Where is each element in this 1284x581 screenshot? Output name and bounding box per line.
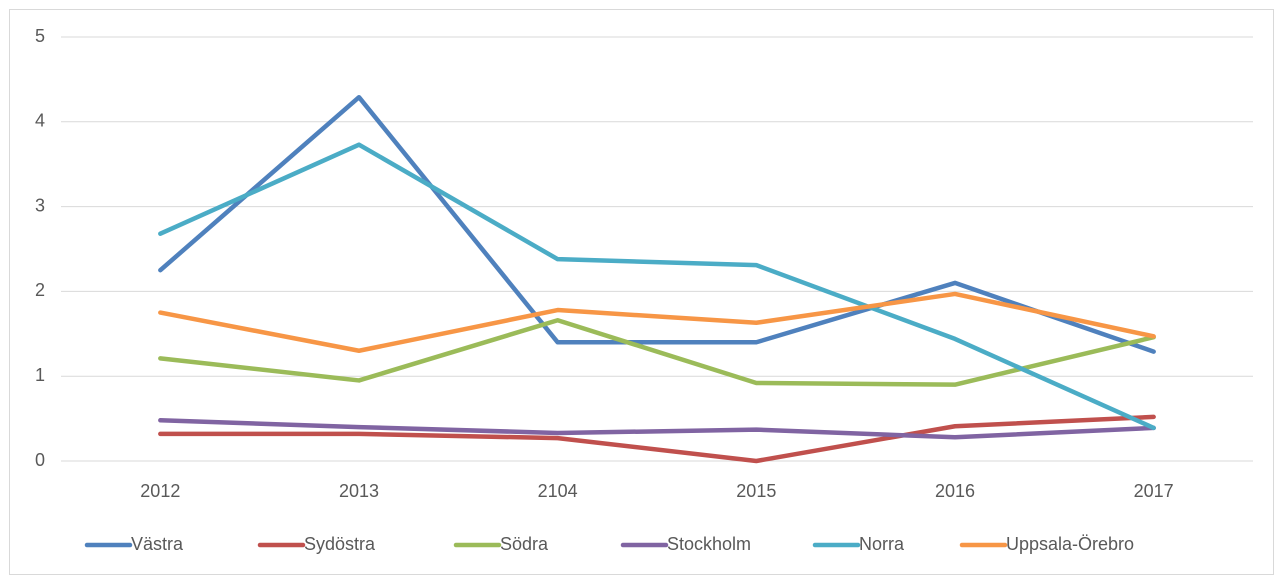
- y-tick-label: 1: [35, 365, 45, 385]
- x-tick-label: 2016: [935, 481, 975, 501]
- chart-frame: [9, 9, 1274, 575]
- legend-label: Södra: [500, 534, 549, 554]
- legend-label: Norra: [859, 534, 905, 554]
- series-line: [158, 414, 1156, 464]
- x-tick-label: 2017: [1134, 481, 1174, 501]
- y-tick-label: 2: [35, 280, 45, 300]
- x-tick-label: 2013: [339, 481, 379, 501]
- legend-label: Uppsala-Örebro: [1006, 534, 1134, 554]
- y-tick-label: 5: [35, 26, 45, 46]
- legend-label: Sydöstra: [304, 534, 376, 554]
- y-tick-label: 4: [35, 111, 45, 131]
- legend-label: Stockholm: [667, 534, 751, 554]
- x-tick-label: 2015: [736, 481, 776, 501]
- x-tick-label: 2012: [140, 481, 180, 501]
- series-line: [158, 291, 1156, 354]
- series-line: [158, 317, 1156, 387]
- y-tick-label: 0: [35, 450, 45, 470]
- x-tick-label: 2104: [538, 481, 578, 501]
- legend-label: Västra: [131, 534, 184, 554]
- series-line: [158, 142, 1156, 431]
- series-line: [158, 94, 1156, 354]
- series-line: [158, 418, 1156, 440]
- y-tick-label: 3: [35, 195, 45, 215]
